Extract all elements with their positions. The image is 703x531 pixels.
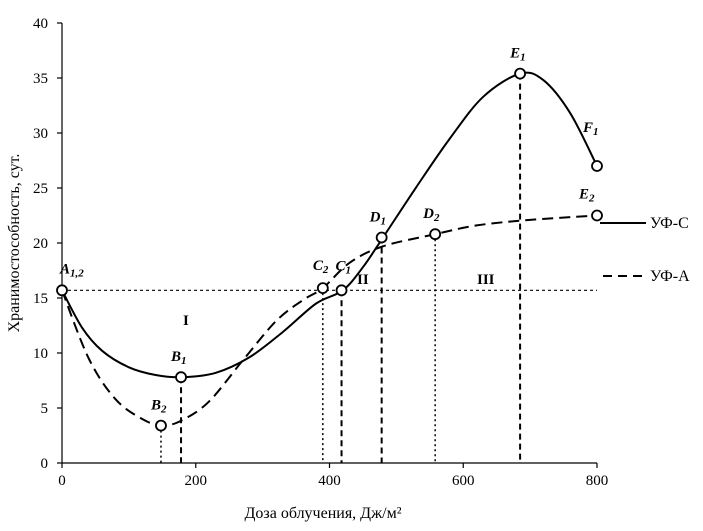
point-label: F1 xyxy=(582,120,599,138)
y-tick-label: 0 xyxy=(41,456,49,472)
point-label-subscript: 2 xyxy=(588,193,595,205)
y-tick-label: 25 xyxy=(33,181,48,197)
data-point-marker xyxy=(335,284,348,297)
x-tick-label: 400 xyxy=(318,473,341,489)
point-label: C2 xyxy=(313,258,329,276)
x-axis-title: Доза облучения, Дж/м² xyxy=(244,505,401,522)
data-point-marker xyxy=(591,209,603,222)
point-label-subscript: 1 xyxy=(593,126,599,138)
legend: УФ-С УФ-А xyxy=(600,215,690,285)
markers-layer xyxy=(56,67,603,432)
region-label-iii: III xyxy=(477,272,495,288)
point-label-letter: B xyxy=(150,398,161,414)
point-label-subscript: 1 xyxy=(346,264,352,276)
point-label-letter: E xyxy=(509,46,520,62)
x-tick-label: 0 xyxy=(58,473,66,489)
point-label-letter: F xyxy=(582,120,593,136)
y-axis-title: Хранимостособность, сут. xyxy=(6,154,23,333)
point-label-letter: B xyxy=(170,349,181,365)
point-label-letter: D xyxy=(422,206,434,222)
y-tick-label: 20 xyxy=(33,236,48,252)
region-label-i: I xyxy=(183,313,189,329)
point-label: E2 xyxy=(578,187,595,205)
x-tick-label: 800 xyxy=(586,473,609,489)
y-tick-label: 40 xyxy=(33,16,48,32)
legend-label-uf-a: УФ-А xyxy=(650,268,690,285)
data-point-marker xyxy=(591,160,603,172)
data-point-marker xyxy=(375,231,388,244)
data-point-marker xyxy=(514,67,526,80)
point-label-subscript: 1 xyxy=(181,355,187,367)
point-label-subscript: 2 xyxy=(433,212,440,224)
point-label: C1 xyxy=(336,258,352,276)
legend-label-uf-c: УФ-С xyxy=(650,215,689,232)
point-label: D2 xyxy=(422,206,440,224)
point-label-letter: C xyxy=(336,258,347,274)
data-point-marker xyxy=(155,419,167,432)
y-tick-label: 30 xyxy=(33,126,48,142)
series-line-uf-a xyxy=(61,214,598,427)
tick-layer: 0 200 400 600 800 0 5 10 15 20 25 30 35 40 xyxy=(33,16,608,489)
x-tick-label: 600 xyxy=(452,473,475,489)
point-label-letter: D xyxy=(369,210,381,226)
series-line-uf-c xyxy=(61,71,598,379)
point-label-subscript: 2 xyxy=(322,264,329,276)
x-tick-label: 200 xyxy=(185,473,208,489)
series-layer xyxy=(61,71,598,427)
data-point-marker xyxy=(175,371,187,384)
point-label: D1 xyxy=(369,210,386,228)
data-point-marker xyxy=(56,284,68,297)
y-tick-label: 15 xyxy=(33,291,48,307)
point-label-letter: C xyxy=(313,258,324,274)
axes xyxy=(61,23,597,464)
data-point-marker xyxy=(316,282,329,295)
point-label-subscript: 2 xyxy=(160,404,167,416)
y-tick-label: 10 xyxy=(33,346,48,362)
point-label-subscript: 1 xyxy=(520,52,526,64)
data-point-marker xyxy=(429,228,442,241)
point-label: A1,2 xyxy=(59,261,84,279)
point-label: E1 xyxy=(509,46,526,64)
point-label: B1 xyxy=(170,349,187,367)
point-label-letter: E xyxy=(578,187,589,203)
y-tick-label: 5 xyxy=(41,401,49,417)
point-label-letter: A xyxy=(59,261,70,277)
point-label-subscript: 1 xyxy=(381,216,387,228)
region-label-ii: II xyxy=(357,272,369,288)
point-label-subscript: 1,2 xyxy=(70,267,84,279)
y-tick-label: 35 xyxy=(33,71,48,87)
point-label: B2 xyxy=(150,398,167,416)
